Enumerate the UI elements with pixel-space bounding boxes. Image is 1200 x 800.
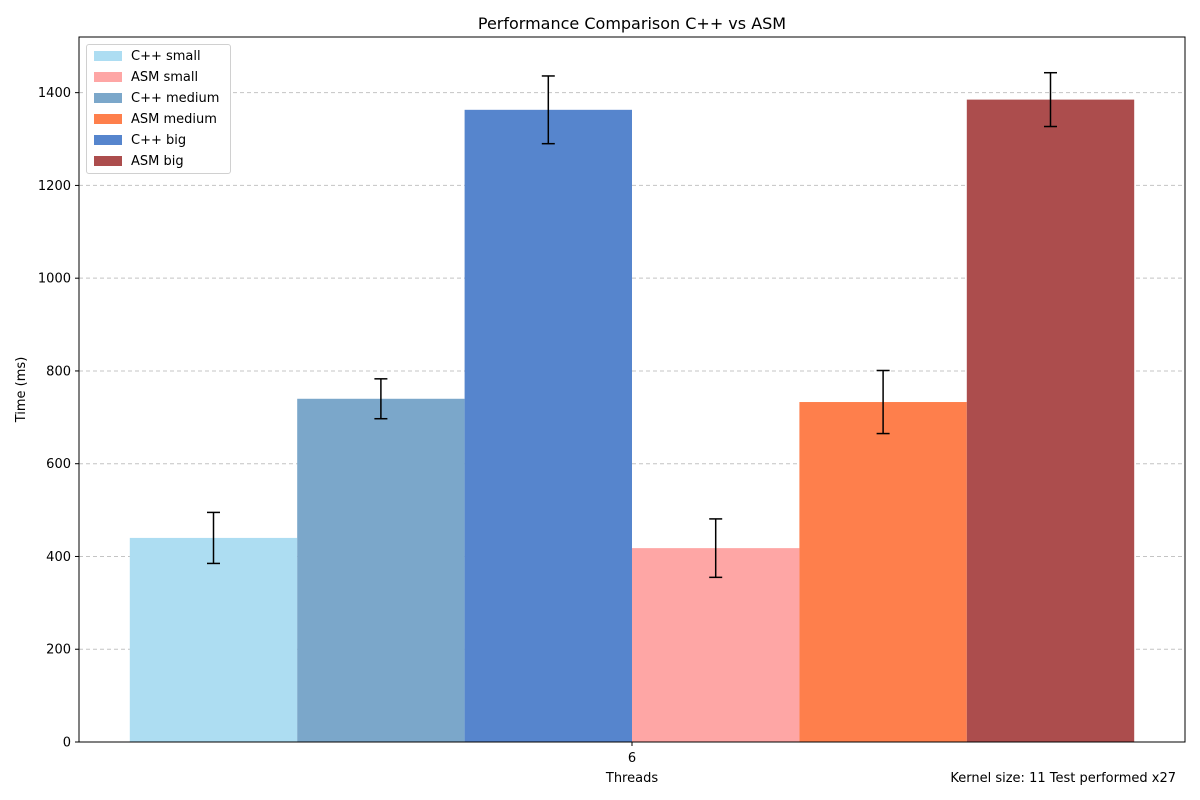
y-axis-label: Time (ms)	[14, 357, 29, 424]
legend-item: ASM small	[87, 67, 198, 87]
error-bars	[207, 71, 1057, 579]
x-tick-label: 6	[628, 751, 636, 766]
legend-label: C++ small	[131, 48, 201, 64]
legend-label: ASM medium	[131, 111, 217, 127]
legend-item: ASM big	[87, 151, 184, 171]
bar-asm-medium	[799, 402, 967, 742]
legend-swatch	[94, 93, 122, 103]
bar-cpp-small	[129, 537, 298, 742]
bar-cpp-medium	[297, 398, 465, 742]
bar-asm-big	[966, 99, 1135, 743]
legend: C++ small ASM small C++ medium ASM medium C+…	[86, 44, 231, 174]
legend-label: ASM big	[131, 153, 184, 169]
y-tick-label: 1200	[38, 179, 71, 194]
legend-label: C++ medium	[131, 90, 220, 106]
axis-ticks: 0 200 400 600 800 1000 1200 1400 6	[38, 86, 636, 766]
legend-swatch	[94, 135, 122, 145]
y-tick-label: 1000	[38, 272, 71, 287]
chart-title: Performance Comparison C++ vs ASM	[478, 14, 786, 33]
bars	[129, 99, 1135, 743]
y-tick-label: 0	[63, 736, 71, 751]
y-tick-label: 600	[46, 457, 71, 472]
legend-swatch	[94, 51, 122, 61]
bar-asm-small	[632, 548, 800, 742]
footnote: Kernel size: 11 Test performed x27	[950, 771, 1176, 786]
x-axis-label: Threads	[605, 771, 658, 786]
y-tick-label: 800	[46, 364, 71, 379]
y-tick-label: 400	[46, 550, 71, 565]
y-tick-label: 1400	[38, 86, 71, 101]
legend-item: C++ small	[87, 46, 201, 66]
legend-label: ASM small	[131, 69, 199, 85]
legend-label: C++ big	[131, 132, 187, 148]
y-tick-label: 200	[46, 643, 71, 658]
legend-swatch	[94, 114, 122, 124]
legend-item: ASM medium	[87, 109, 217, 129]
legend-item: C++ medium	[87, 88, 219, 108]
legend-item: C++ big	[87, 130, 186, 150]
legend-swatch	[94, 72, 122, 82]
bar-cpp-big	[464, 109, 632, 742]
legend-swatch	[94, 156, 122, 166]
